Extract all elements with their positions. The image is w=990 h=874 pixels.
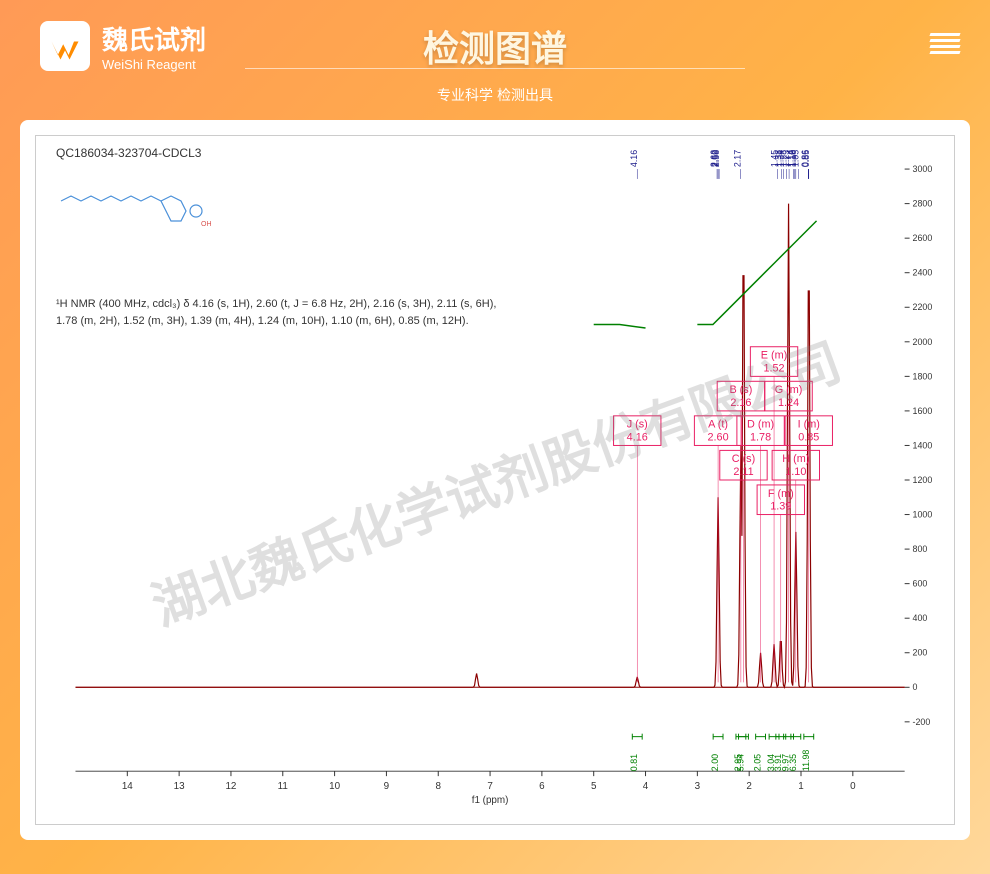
svg-text:6.35: 6.35 — [788, 754, 798, 771]
svg-text:12: 12 — [225, 781, 236, 792]
svg-text:OH: OH — [201, 221, 212, 228]
svg-text:4: 4 — [643, 781, 649, 792]
svg-text:0.85: 0.85 — [798, 432, 819, 444]
svg-text:2400: 2400 — [913, 268, 933, 278]
svg-text:7: 7 — [487, 781, 492, 792]
svg-text:2.17: 2.17 — [732, 150, 742, 167]
svg-text:5.94: 5.94 — [735, 754, 745, 771]
svg-text:1600: 1600 — [913, 406, 933, 416]
title-underline — [245, 68, 745, 69]
subtitle: 专业科学 检测出具 — [437, 85, 553, 105]
svg-text:2.11: 2.11 — [733, 466, 753, 478]
svg-text:2600: 2600 — [913, 233, 933, 243]
svg-text:3: 3 — [695, 781, 701, 792]
nmr-line2: 1.78 (m, 2H), 1.52 (m, 3H), 1.39 (m, 4H)… — [56, 315, 469, 327]
svg-text:D (m): D (m) — [747, 419, 774, 431]
svg-text:11.98: 11.98 — [801, 750, 811, 772]
svg-text:C (s): C (s) — [732, 453, 756, 465]
svg-text:200: 200 — [913, 648, 928, 658]
svg-text:10: 10 — [329, 781, 340, 792]
page-root: 魏氏试剂 WeiShi Reagent 检测图谱 专业科学 检测出具 QC186… — [0, 0, 990, 874]
svg-text:2: 2 — [746, 781, 751, 792]
svg-text:1.39: 1.39 — [770, 501, 791, 513]
nmr-description: ¹H NMR (400 MHz, cdcl₃) δ 4.16 (s, 1H), … — [56, 296, 536, 329]
svg-text:A (t): A (t) — [708, 419, 728, 431]
svg-text:5: 5 — [591, 781, 597, 792]
svg-text:2.58: 2.58 — [711, 150, 721, 167]
svg-text:1200: 1200 — [913, 475, 933, 485]
svg-text:3000: 3000 — [913, 164, 933, 174]
logo-en: WeiShi Reagent — [102, 57, 206, 72]
svg-text:1.78: 1.78 — [750, 432, 771, 444]
svg-text:800: 800 — [913, 544, 928, 554]
svg-text:1: 1 — [798, 781, 803, 792]
svg-text:2.16: 2.16 — [730, 397, 751, 409]
svg-text:f1 (ppm): f1 (ppm) — [472, 795, 509, 806]
svg-text:2.05: 2.05 — [753, 754, 763, 771]
page-title: 检测图谱 — [423, 20, 567, 72]
svg-text:1.10: 1.10 — [785, 466, 806, 478]
svg-text:0: 0 — [850, 781, 856, 792]
svg-text:0: 0 — [913, 682, 918, 692]
svg-text:0.81: 0.81 — [629, 754, 639, 771]
svg-text:H (m): H (m) — [782, 453, 809, 465]
svg-text:1.24: 1.24 — [778, 397, 799, 409]
header: 魏氏试剂 WeiShi Reagent 检测图谱 专业科学 检测出具 — [0, 0, 990, 120]
logo-icon — [40, 21, 90, 71]
logo-cn: 魏氏试剂 — [102, 20, 206, 57]
sample-id: QC186034-323704-CDCL3 — [56, 146, 201, 160]
svg-text:F (m): F (m) — [768, 488, 794, 500]
svg-text:2000: 2000 — [913, 337, 933, 347]
svg-text:0.85: 0.85 — [801, 150, 811, 167]
svg-text:11: 11 — [278, 781, 288, 792]
svg-text:14: 14 — [122, 781, 133, 792]
svg-text:13: 13 — [174, 781, 185, 792]
svg-text:B (s): B (s) — [729, 384, 752, 396]
svg-text:2.00: 2.00 — [710, 754, 720, 771]
logo-text: 魏氏试剂 WeiShi Reagent — [102, 20, 206, 72]
svg-text:I (m): I (m) — [798, 419, 820, 431]
svg-text:E (m): E (m) — [761, 350, 788, 362]
svg-text:1400: 1400 — [913, 440, 933, 450]
svg-text:600: 600 — [913, 579, 928, 589]
svg-text:4.16: 4.16 — [629, 150, 639, 167]
svg-text:2200: 2200 — [913, 302, 933, 312]
svg-text:1000: 1000 — [913, 510, 933, 520]
stripes-decoration — [930, 30, 960, 57]
svg-text:G (m): G (m) — [775, 384, 803, 396]
svg-text:4.16: 4.16 — [627, 432, 648, 444]
content-panel: QC186034-323704-CDCL3 OH ¹H NMR (400 MHz… — [20, 120, 970, 840]
svg-text:9: 9 — [384, 781, 390, 792]
nmr-line1: ¹H NMR (400 MHz, cdcl₃) δ 4.16 (s, 1H), … — [56, 298, 496, 310]
svg-text:400: 400 — [913, 613, 928, 623]
svg-text:2800: 2800 — [913, 199, 933, 209]
molecule-structure: OH — [56, 171, 236, 241]
svg-text:J (s): J (s) — [627, 419, 648, 431]
svg-text:6: 6 — [539, 781, 545, 792]
svg-text:2.60: 2.60 — [708, 432, 729, 444]
svg-text:-200: -200 — [913, 717, 931, 727]
svg-text:1.05: 1.05 — [790, 150, 800, 167]
nmr-chart: QC186034-323704-CDCL3 OH ¹H NMR (400 MHz… — [35, 135, 955, 825]
svg-text:1.52: 1.52 — [763, 362, 784, 374]
svg-text:1800: 1800 — [913, 371, 933, 381]
svg-text:8: 8 — [435, 781, 441, 792]
